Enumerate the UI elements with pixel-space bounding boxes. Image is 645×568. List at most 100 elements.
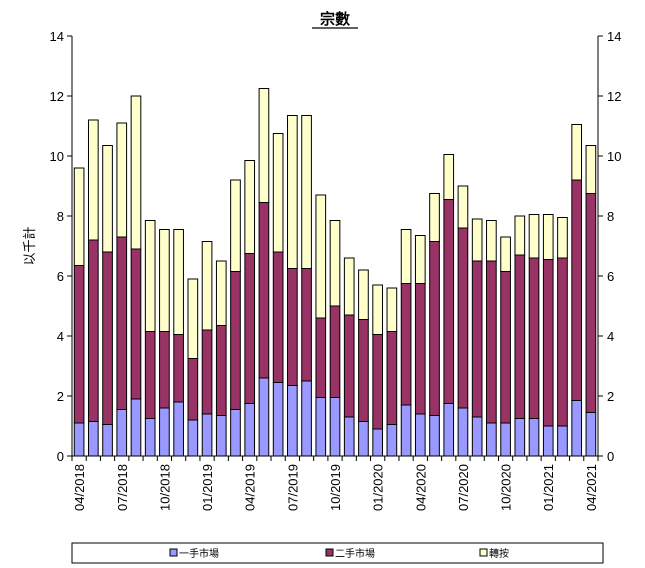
- bar-primary-9: [201, 413, 213, 457]
- legend-box: [71, 542, 604, 564]
- bar-transfer-11: [230, 179, 241, 272]
- bar-secondary-31: [514, 254, 526, 419]
- bar-secondary-0: [73, 265, 85, 424]
- bar-transfer-35: [571, 124, 583, 181]
- legend-swatch-2: [479, 548, 488, 557]
- bar-secondary-1: [87, 239, 99, 422]
- bar-primary-26: [443, 403, 455, 457]
- bar-secondary-19: [343, 314, 355, 418]
- bar-secondary-21: [372, 334, 383, 430]
- bar-transfer-36: [585, 145, 597, 194]
- bar-secondary-12: [244, 253, 256, 404]
- bar-primary-28: [471, 416, 483, 457]
- bar-transfer-33: [542, 214, 554, 260]
- bar-secondary-26: [443, 199, 455, 404]
- bar-primary-2: [102, 424, 113, 457]
- bar-transfer-2: [102, 145, 113, 253]
- y-tick-label-right: 8: [607, 209, 614, 224]
- chart-title: 宗數: [320, 10, 350, 28]
- bar-primary-8: [187, 419, 199, 457]
- y-tick-label-left: 0: [57, 449, 64, 464]
- bar-transfer-5: [144, 220, 156, 332]
- bar-transfer-14: [272, 133, 284, 253]
- bar-transfer-6: [159, 229, 170, 332]
- bar-transfer-34: [557, 217, 568, 259]
- bar-transfer-20: [358, 269, 369, 320]
- bar-primary-19: [343, 416, 355, 457]
- x-tick-label: 07/2019: [285, 464, 300, 511]
- y-tick-label-right: 10: [607, 149, 621, 164]
- bar-secondary-4: [130, 248, 142, 400]
- bar-transfer-29: [486, 220, 497, 262]
- y-tick-label-right: 4: [607, 329, 614, 344]
- bar-primary-23: [400, 404, 412, 457]
- bar-transfer-32: [528, 214, 540, 259]
- bar-primary-16: [301, 380, 312, 457]
- axes-layer: 0 0 2 2 4 4 6 6 8 8 10 10 12 12 14 14 04/2018 07/2018 10/2…: [50, 29, 622, 511]
- bar-primary-17: [315, 397, 327, 457]
- bar-transfer-16: [301, 115, 312, 269]
- bar-secondary-16: [301, 268, 312, 382]
- y-tick-label-right: 14: [607, 29, 621, 44]
- bar-primary-3: [116, 409, 128, 457]
- bar-transfer-0: [73, 167, 85, 266]
- y-tick-label-left: 10: [50, 149, 64, 164]
- bar-secondary-24: [414, 283, 426, 415]
- bar-primary-34: [557, 425, 568, 457]
- bar-secondary-14: [272, 251, 284, 383]
- bar-transfer-8: [187, 278, 199, 359]
- x-tick-label: 07/2018: [115, 464, 130, 511]
- bar-transfer-13: [258, 88, 270, 203]
- bar-transfer-23: [400, 229, 412, 284]
- y-tick-label-left: 14: [50, 29, 64, 44]
- bar-primary-22: [386, 424, 398, 457]
- legend-label-2: 轉按: [489, 547, 509, 560]
- bar-transfer-31: [514, 215, 526, 256]
- bar-secondary-17: [315, 317, 327, 398]
- bar-secondary-15: [287, 268, 298, 386]
- x-tick-label: 04/2018: [72, 464, 87, 511]
- bar-primary-30: [500, 422, 511, 457]
- bar-primary-0: [73, 422, 85, 457]
- y-tick-label-left: 8: [57, 209, 64, 224]
- y-tick-label-left: 6: [57, 269, 64, 284]
- bar-primary-1: [87, 421, 99, 457]
- bar-transfer-18: [329, 220, 341, 307]
- bar-secondary-27: [457, 227, 469, 409]
- bar-transfer-26: [443, 154, 455, 200]
- bar-secondary-33: [542, 259, 554, 427]
- bar-secondary-20: [358, 319, 369, 422]
- bar-secondary-5: [144, 331, 156, 419]
- legend-swatch-0: [169, 548, 178, 557]
- bar-transfer-22: [386, 287, 398, 332]
- bar-secondary-34: [557, 257, 568, 427]
- legend: 一手市場 二手市場 轉按: [71, 542, 604, 564]
- bar-primary-25: [429, 415, 440, 457]
- x-tick-label: 01/2020: [371, 464, 386, 511]
- y-tick-label-right: 0: [607, 449, 614, 464]
- y-axis-label: 以千計: [22, 226, 37, 265]
- bar-primary-6: [159, 407, 170, 457]
- bar-secondary-25: [429, 241, 440, 416]
- bar-transfer-3: [116, 122, 128, 238]
- bar-secondary-35: [571, 179, 583, 401]
- legend-label-0: 一手市場: [179, 547, 219, 560]
- bar-secondary-22: [386, 331, 398, 425]
- bar-transfer-1: [87, 119, 99, 241]
- bar-primary-7: [173, 401, 184, 457]
- bar-primary-18: [329, 397, 341, 457]
- bar-primary-29: [486, 422, 497, 457]
- bar-transfer-21: [372, 284, 383, 335]
- bar-primary-27: [457, 407, 469, 457]
- bar-secondary-7: [173, 334, 184, 403]
- bar-primary-31: [514, 418, 526, 457]
- bar-primary-32: [528, 418, 540, 457]
- bar-primary-11: [230, 409, 241, 457]
- bar-secondary-28: [471, 260, 483, 418]
- bar-primary-4: [130, 398, 142, 457]
- x-tick-label: 07/2020: [456, 464, 471, 511]
- bar-transfer-9: [201, 241, 213, 331]
- bar-secondary-10: [215, 325, 227, 416]
- bar-primary-10: [215, 415, 227, 457]
- bar-transfer-28: [471, 218, 483, 262]
